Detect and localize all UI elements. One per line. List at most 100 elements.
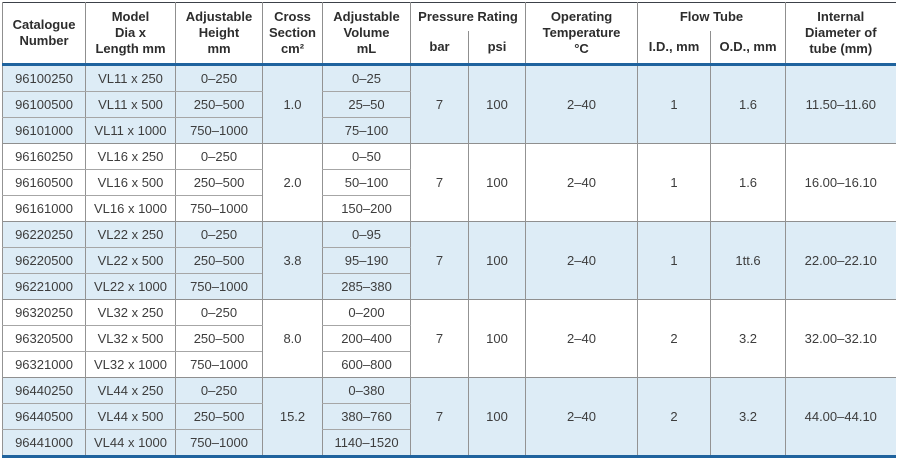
volume-cell: 0–380 (322, 377, 411, 404)
model-group-vl11: 96100250 VL11 x 250 0–250 1.0 0–25 7 100… (2, 64, 896, 144)
psi-cell: 100 (467, 143, 526, 222)
psi-cell: 100 (467, 299, 526, 378)
model-cell: VL32 x 250 (85, 299, 176, 326)
psi-cell: 100 (467, 64, 526, 144)
id-cell: 1 (637, 64, 711, 144)
table-row: 96100500 VL11 x 500 250–500 25–50 (2, 91, 896, 118)
height-cell: 750–1000 (175, 429, 263, 457)
model-cell: VL32 x 500 (85, 325, 176, 352)
height-cell: 0–250 (175, 143, 263, 170)
height-cell: 0–250 (175, 64, 263, 92)
table-row: 96160500 VL16 x 500 250–500 50–100 (2, 169, 896, 196)
catalogue-cell: 96320500 (2, 325, 86, 352)
model-group-vl16: 96160250 VL16 x 250 0–250 2.0 0–50 7 100… (2, 143, 896, 222)
table-row: 96440250 VL44 x 250 0–250 15.2 0–380 7 1… (2, 377, 896, 457)
height-cell: 250–500 (175, 403, 263, 430)
height-cell: 0–250 (175, 299, 263, 326)
cross-section-cell: 15.2 (262, 377, 323, 457)
col-header-flow-tube: Flow Tube (637, 2, 786, 31)
table-row: 96320250 VL32 x 250 0–250 8.0 0–200 7 10… (2, 299, 896, 378)
table-row: 96101000 VL11 x 1000 750–1000 75–100 (2, 117, 896, 144)
psi-cell: 100 (467, 377, 526, 457)
volume-cell: 0–50 (322, 143, 411, 170)
model-cell: VL44 x 1000 (85, 429, 176, 457)
bar-cell: 7 (410, 299, 469, 378)
catalogue-cell: 96220250 (2, 221, 86, 248)
model-group-vl22: 96220250 VL22 x 250 0–250 3.8 0–95 7 100… (2, 221, 896, 300)
model-cell: VL22 x 250 (85, 221, 176, 248)
cross-section-cell: 3.8 (262, 221, 323, 300)
temperature-cell: 2–40 (525, 143, 638, 222)
col-header-id-mm: I.D., mm (637, 30, 711, 65)
table-row: 96320500 VL32 x 500 250–500 200–400 (2, 325, 896, 352)
col-header-operating-temperature: Operating Temperature °C (525, 2, 638, 65)
flow-tube-spec-table: Catalogue Number Model Dia x Length mm A… (2, 2, 896, 458)
volume-cell: 150–200 (322, 195, 411, 222)
col-header-model: Model Dia x Length mm (85, 2, 176, 65)
catalogue-cell: 96160500 (2, 169, 86, 196)
model-cell: VL22 x 500 (85, 247, 176, 274)
volume-cell: 95–190 (322, 247, 411, 274)
od-cell: 3.2 (710, 299, 786, 378)
col-header-internal-diameter: Internal Diameter of tube (mm) (785, 2, 896, 65)
internal-diameter-cell: 16.00–16.10 (785, 143, 896, 222)
volume-cell: 75–100 (322, 117, 411, 144)
height-cell: 0–250 (175, 377, 263, 404)
bar-cell: 7 (410, 143, 469, 222)
model-cell: VL16 x 1000 (85, 195, 176, 222)
id-cell: 1 (637, 221, 711, 300)
internal-diameter-cell: 44.00–44.10 (785, 377, 896, 457)
height-cell: 750–1000 (175, 351, 263, 378)
cross-section-cell: 8.0 (262, 299, 323, 378)
volume-cell: 25–50 (322, 91, 411, 118)
volume-cell: 200–400 (322, 325, 411, 352)
volume-cell: 0–95 (322, 221, 411, 248)
volume-cell: 50–100 (322, 169, 411, 196)
catalogue-cell: 96440250 (2, 377, 86, 404)
col-header-cross-section: Cross Section cm² (262, 2, 323, 65)
od-cell: 1tt.6 (710, 221, 786, 300)
col-header-bar: bar (410, 30, 469, 65)
model-cell: VL16 x 500 (85, 169, 176, 196)
id-cell: 2 (637, 299, 711, 378)
catalogue-cell: 96100500 (2, 91, 86, 118)
col-header-psi: psi (467, 30, 526, 65)
catalogue-cell: 96220500 (2, 247, 86, 274)
table-row: 96100250 VL11 x 250 0–250 1.0 0–25 7 100… (2, 64, 896, 144)
volume-cell: 600–800 (322, 351, 411, 378)
temperature-cell: 2–40 (525, 221, 638, 300)
volume-cell: 285–380 (322, 273, 411, 300)
id-cell: 1 (637, 143, 711, 222)
volume-cell: 380–760 (322, 403, 411, 430)
model-cell: VL16 x 250 (85, 143, 176, 170)
height-cell: 750–1000 (175, 117, 263, 144)
internal-diameter-cell: 22.00–22.10 (785, 221, 896, 300)
catalogue-cell: 96160250 (2, 143, 86, 170)
col-header-adjustable-volume: Adjustable Volume mL (322, 2, 411, 65)
bar-cell: 7 (410, 64, 469, 144)
temperature-cell: 2–40 (525, 299, 638, 378)
bar-cell: 7 (410, 221, 469, 300)
table-header: Catalogue Number Model Dia x Length mm A… (2, 2, 896, 65)
psi-cell: 100 (467, 221, 526, 300)
height-cell: 250–500 (175, 325, 263, 352)
bar-cell: 7 (410, 377, 469, 457)
temperature-cell: 2–40 (525, 64, 638, 144)
model-cell: VL11 x 250 (85, 64, 176, 92)
height-cell: 750–1000 (175, 273, 263, 300)
od-cell: 3.2 (710, 377, 786, 457)
table-row: 96220500 VL22 x 500 250–500 95–190 (2, 247, 896, 274)
model-cell: VL32 x 1000 (85, 351, 176, 378)
internal-diameter-cell: 11.50–11.60 (785, 64, 896, 144)
height-cell: 0–250 (175, 221, 263, 248)
model-cell: VL44 x 250 (85, 377, 176, 404)
model-group-vl32: 96320250 VL32 x 250 0–250 8.0 0–200 7 10… (2, 299, 896, 378)
cross-section-cell: 1.0 (262, 64, 323, 144)
height-cell: 750–1000 (175, 195, 263, 222)
col-header-od-mm: O.D., mm (710, 30, 786, 65)
table-row: 96441000 VL44 x 1000 750–1000 1140–1520 (2, 429, 896, 457)
model-cell: VL11 x 500 (85, 91, 176, 118)
catalogue-cell: 96441000 (2, 429, 86, 457)
table-row: 96440500 VL44 x 500 250–500 380–760 (2, 403, 896, 430)
